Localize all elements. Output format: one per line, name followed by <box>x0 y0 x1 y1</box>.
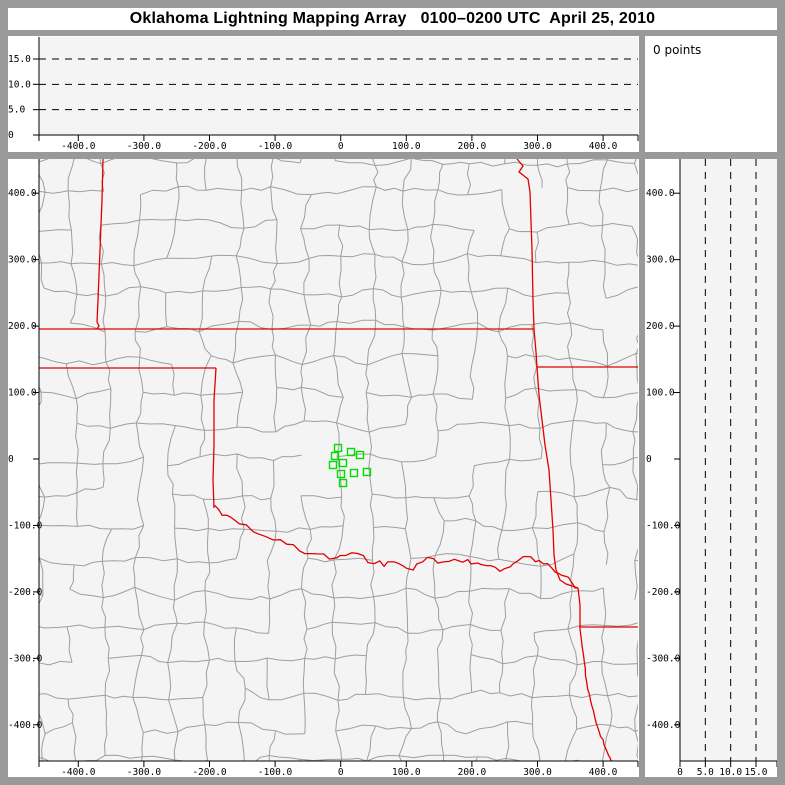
lma-station-marker <box>336 469 346 479</box>
tick-label: 100.0 <box>8 388 37 399</box>
lma-station-marker <box>333 443 343 453</box>
tick-label: -200.0 <box>8 587 43 598</box>
tick-label: 0 <box>8 454 14 465</box>
tick-label: 300.0 <box>8 255 37 266</box>
tick-label: -400.0 <box>61 767 96 777</box>
plot-background <box>680 159 777 761</box>
tick-label: -200.0 <box>192 141 227 152</box>
red-river-border <box>214 504 579 589</box>
tick-label: 10.0 <box>719 767 742 777</box>
lma-station-marker <box>338 458 348 468</box>
tick-label: -100.0 <box>258 767 293 777</box>
tick-label: 15.0 <box>745 767 768 777</box>
tick-label: 300.0 <box>523 767 552 777</box>
altitude-ew-panel: 0 5.0 10.0 15.0 -400.0 -300.0 -200.0 -100.0 0 100… <box>8 36 639 152</box>
tick-label: 5.0 <box>697 767 714 777</box>
plot-background <box>39 37 638 135</box>
tick-label: 400.0 <box>646 188 675 199</box>
tick-label: 0 <box>646 454 652 465</box>
lma-station-marker <box>362 467 372 477</box>
tick-label: -400.0 <box>61 141 96 152</box>
tick-label: 200.0 <box>8 321 37 332</box>
points-count-label: 0 points <box>653 43 702 57</box>
tick-label: 400.0 <box>8 188 37 199</box>
altitude-gridlines <box>39 58 638 111</box>
lma-station-marker <box>330 451 340 461</box>
lma-station-marker <box>349 468 359 478</box>
lma-station-marker <box>328 460 338 470</box>
tick-label: 200.0 <box>646 321 675 332</box>
tick-label: -400.0 <box>646 720 681 731</box>
altitude-ew-plot[interactable]: 0 5.0 10.0 15.0 -400.0 -300.0 -200.0 -100.0 0 100… <box>8 36 639 152</box>
plan-view-panel: 400.0 300.0 200.0 100.0 0 -100.0 -200.0 -300.0 -… <box>8 159 639 777</box>
tx-la-border <box>579 626 612 761</box>
tick-label: 0 <box>338 767 344 777</box>
tick-label: -300.0 <box>127 141 162 152</box>
plan-view-plot[interactable]: 400.0 300.0 200.0 100.0 0 -100.0 -200.0 -300.0 -… <box>8 159 639 777</box>
title-bar: Oklahoma Lightning Mapping Array 0100–02… <box>8 8 777 30</box>
tick-label: 0 <box>8 130 14 141</box>
altitude-gridlines <box>704 159 757 761</box>
tick-label: 10.0 <box>8 79 31 90</box>
tick-label: -200.0 <box>192 767 227 777</box>
tick-label: -400.0 <box>8 720 43 731</box>
tick-label: -300.0 <box>8 653 43 664</box>
tick-label: 0 <box>338 141 344 152</box>
tick-label: 400.0 <box>589 767 618 777</box>
lma-station-marker <box>346 447 356 457</box>
tick-label: -300.0 <box>127 767 162 777</box>
altitude-ns-plot[interactable]: 400.0 300.0 200.0 100.0 0 -100.0 -200.0 -300.0 -… <box>645 159 777 777</box>
tick-label: 15.0 <box>8 54 31 65</box>
tick-label: -100.0 <box>646 520 681 531</box>
state-borders <box>39 159 638 761</box>
tick-label: 200.0 <box>458 767 487 777</box>
tick-label: 200.0 <box>458 141 487 152</box>
tick-label: 100.0 <box>646 388 675 399</box>
tick-label: -100.0 <box>258 141 293 152</box>
tick-label: 0 <box>677 767 683 777</box>
county-borders <box>39 159 638 761</box>
altitude-ns-panel: 400.0 300.0 200.0 100.0 0 -100.0 -200.0 -300.0 -… <box>645 159 777 777</box>
tick-label: 300.0 <box>646 255 675 266</box>
tick-label: 100.0 <box>392 767 421 777</box>
lma-station-marker <box>355 450 365 460</box>
lma-stations <box>328 443 372 488</box>
tick-label: 5.0 <box>8 105 25 116</box>
page-title: Oklahoma Lightning Mapping Array 0100–02… <box>129 10 656 27</box>
tick-label: 400.0 <box>589 141 618 152</box>
tick-label: 300.0 <box>523 141 552 152</box>
tick-label: 100.0 <box>392 141 421 152</box>
tick-label: -200.0 <box>646 587 681 598</box>
points-count-panel: 0 points <box>645 36 777 152</box>
tick-label: -100.0 <box>8 520 43 531</box>
tick-label: -300.0 <box>646 653 681 664</box>
lma-station-marker <box>338 478 348 488</box>
